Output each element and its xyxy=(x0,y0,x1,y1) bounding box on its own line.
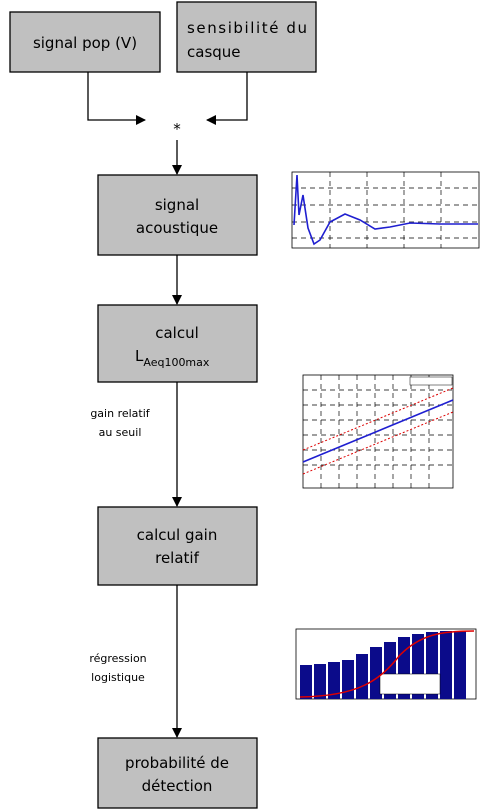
thumbnail-regression xyxy=(302,374,454,489)
plot-legend xyxy=(379,673,441,695)
node-label: signal pop (V) xyxy=(33,34,137,52)
node-label: calcul gain xyxy=(137,526,218,544)
arrow xyxy=(87,72,146,125)
node-label: relatif xyxy=(155,549,199,567)
plot-legend xyxy=(409,376,453,386)
node-label: calcul xyxy=(155,324,199,342)
plot-line xyxy=(302,399,454,463)
node-box xyxy=(97,174,258,256)
node-box xyxy=(9,11,161,73)
node-label: détection xyxy=(142,777,213,795)
edge-label: au seuil xyxy=(99,426,142,439)
plot-frame xyxy=(291,171,480,249)
plot-curve xyxy=(299,630,475,698)
symbol: L xyxy=(135,347,144,365)
node-box xyxy=(176,1,317,73)
edge-label: régression xyxy=(89,652,146,665)
node-label: probabilité de xyxy=(125,754,229,772)
operator: * xyxy=(173,120,181,138)
edge-label: gain relatif xyxy=(90,407,150,420)
plot-curve xyxy=(293,174,478,246)
subscript: Aeq100max xyxy=(143,356,210,369)
node-label: signal xyxy=(155,196,199,214)
plot-band xyxy=(302,387,454,475)
plot-grid xyxy=(303,375,453,488)
thumbnail-logistic xyxy=(295,628,477,700)
thumbnail-signal xyxy=(291,171,480,249)
node-label: sensibilité du xyxy=(187,19,307,37)
node-box xyxy=(97,506,258,586)
node-label: acoustique xyxy=(136,219,218,237)
node-box xyxy=(97,304,258,383)
edge-label: logistique xyxy=(91,671,145,684)
node-box xyxy=(97,737,258,809)
arrow xyxy=(206,72,248,125)
node-label: casque xyxy=(187,43,241,61)
node-label: LAeq100max xyxy=(135,347,210,369)
plot-grid xyxy=(292,172,479,248)
